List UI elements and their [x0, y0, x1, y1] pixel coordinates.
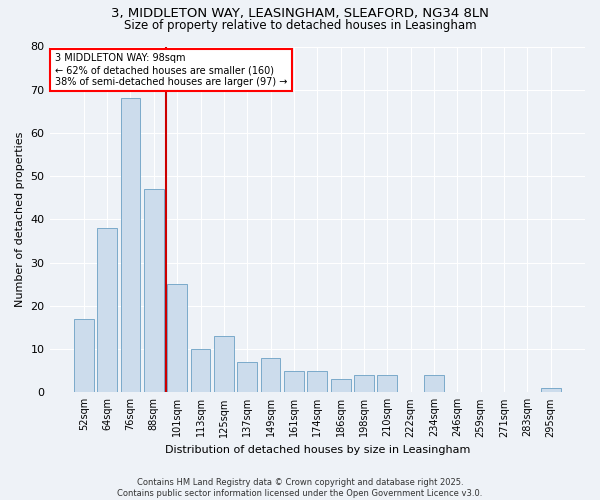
- Bar: [377, 375, 397, 392]
- Bar: [284, 370, 304, 392]
- Bar: [144, 189, 164, 392]
- Bar: [424, 375, 444, 392]
- X-axis label: Distribution of detached houses by size in Leasingham: Distribution of detached houses by size …: [164, 445, 470, 455]
- Text: Size of property relative to detached houses in Leasingham: Size of property relative to detached ho…: [124, 18, 476, 32]
- Bar: [541, 388, 560, 392]
- Bar: [214, 336, 234, 392]
- Bar: [331, 380, 350, 392]
- Bar: [191, 349, 211, 393]
- Bar: [121, 98, 140, 393]
- Text: Contains HM Land Registry data © Crown copyright and database right 2025.
Contai: Contains HM Land Registry data © Crown c…: [118, 478, 482, 498]
- Text: 3, MIDDLETON WAY, LEASINGHAM, SLEAFORD, NG34 8LN: 3, MIDDLETON WAY, LEASINGHAM, SLEAFORD, …: [111, 8, 489, 20]
- Bar: [307, 370, 327, 392]
- Bar: [97, 228, 117, 392]
- Text: 3 MIDDLETON WAY: 98sqm
← 62% of detached houses are smaller (160)
38% of semi-de: 3 MIDDLETON WAY: 98sqm ← 62% of detached…: [55, 54, 287, 86]
- Y-axis label: Number of detached properties: Number of detached properties: [15, 132, 25, 307]
- Bar: [74, 319, 94, 392]
- Bar: [167, 284, 187, 393]
- Bar: [238, 362, 257, 392]
- Bar: [260, 358, 280, 392]
- Bar: [354, 375, 374, 392]
